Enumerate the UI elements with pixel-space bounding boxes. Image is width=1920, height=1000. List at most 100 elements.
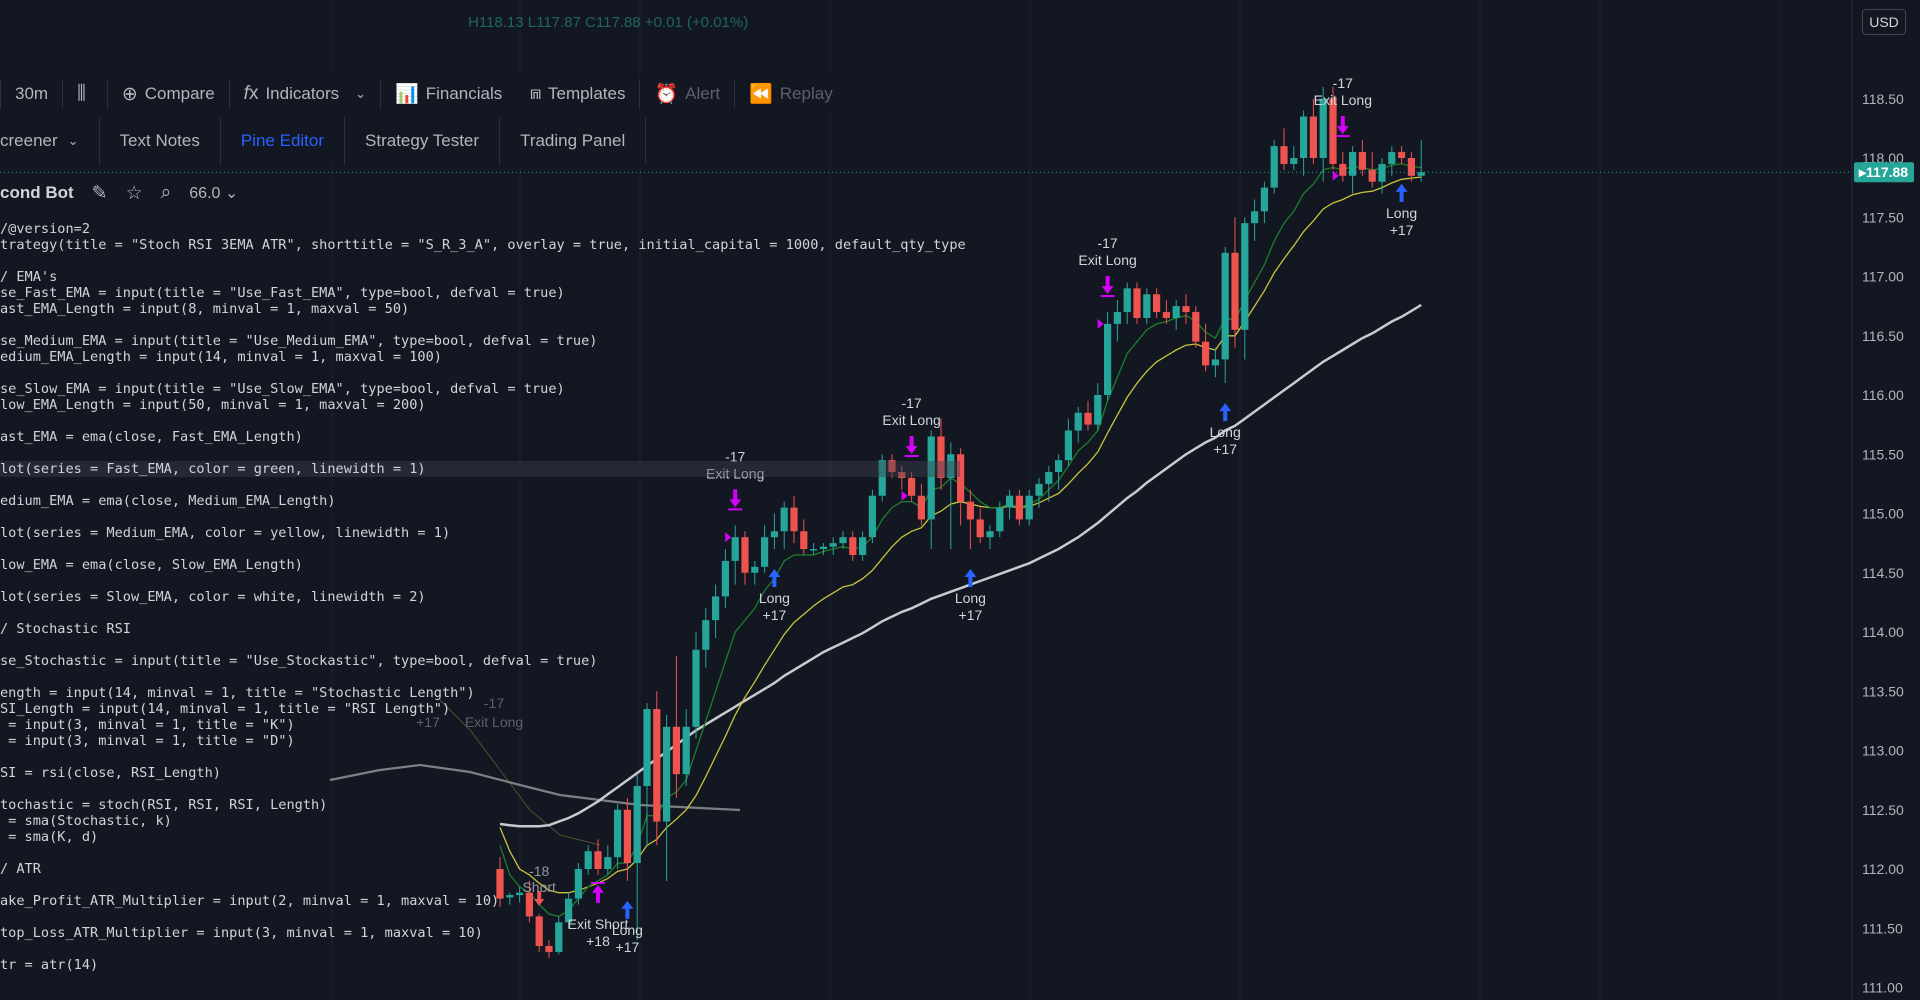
candle-body	[927, 436, 935, 520]
interval-button[interactable]: 30m	[1, 72, 62, 116]
marker-label: +18	[586, 933, 610, 949]
code-line[interactable]: lot(series = Slow_EMA, color = white, li…	[0, 589, 426, 605]
candle-body	[545, 946, 553, 952]
candle-body	[800, 531, 808, 550]
search-icon[interactable]: ⌕	[160, 182, 172, 203]
financials-button[interactable]: 📊 Financials	[381, 72, 516, 116]
code-line[interactable]: edium_EMA_Length = input(14, minval = 1,…	[0, 349, 442, 365]
code-line[interactable]: = sma(Stochastic, k)	[0, 813, 172, 829]
code-line[interactable]	[0, 781, 966, 797]
indicators-button[interactable]: fx Indicators ⌄	[230, 72, 380, 116]
code-line[interactable]	[0, 509, 966, 525]
code-line[interactable]: se_Stochastic = input(title = "Use_Stock…	[0, 653, 598, 669]
code-line[interactable]: lot(series = Medium_EMA, color = yellow,…	[0, 525, 451, 541]
compare-button[interactable]: ⊕ Compare	[108, 72, 229, 116]
code-line[interactable]: = input(3, minval = 1, title = "D")	[0, 733, 295, 749]
price-tick-label: 114.00	[1862, 624, 1904, 640]
code-line[interactable]: low_EMA = ema(close, Slow_EMA_Length)	[0, 557, 303, 573]
toolbar-divider	[380, 79, 382, 109]
code-line[interactable]	[0, 605, 966, 621]
code-line[interactable]: / EMA's	[0, 269, 58, 285]
tab-text-notes[interactable]: Text Notes	[100, 117, 221, 165]
code-line[interactable]	[0, 909, 966, 925]
currency-button[interactable]: USD	[1862, 9, 1906, 35]
code-line[interactable]: trategy(title = "Stoch RSI 3EMA ATR", sh…	[0, 237, 966, 253]
code-line[interactable]	[0, 413, 966, 429]
code-line[interactable]	[0, 877, 966, 893]
alert-button[interactable]: ⏰ Alert	[640, 72, 734, 116]
replay-button[interactable]: ⏪ Replay	[735, 72, 847, 116]
candle-body	[898, 472, 906, 478]
code-line[interactable]: SI = rsi(close, RSI_Length)	[0, 765, 221, 781]
plus-circle-icon: ⊕	[121, 83, 138, 105]
pencil-icon[interactable]: ✎	[91, 182, 108, 204]
code-line[interactable]	[0, 573, 966, 589]
candle-body	[1378, 163, 1386, 182]
candle-body	[1025, 495, 1033, 520]
code-line[interactable]: se_Fast_EMA = input(title = "Use_Fast_EM…	[0, 285, 565, 301]
code-line[interactable]	[0, 317, 966, 333]
candle-body	[790, 507, 798, 532]
code-line[interactable]: / Stochastic RSI	[0, 621, 131, 637]
tab-pine-editor[interactable]: Pine Editor	[221, 117, 346, 165]
candle-body	[584, 851, 592, 869]
code-line[interactable]: /@version=2	[0, 221, 91, 237]
candle-body	[1113, 312, 1121, 324]
candle-body	[1153, 294, 1161, 313]
candle-body	[1172, 306, 1180, 318]
code-line[interactable]	[0, 477, 966, 493]
price-tick-label: 117.00	[1862, 269, 1904, 285]
code-line[interactable]	[0, 845, 966, 861]
code-line[interactable]	[0, 637, 966, 653]
code-line[interactable]: ake_Profit_ATR_Multiplier = input(2, min…	[0, 893, 500, 909]
tab-screener[interactable]: creener ⌄	[0, 117, 100, 165]
code-line[interactable]	[0, 541, 966, 557]
code-line[interactable]: se_Slow_EMA = input(title = "Use_Slow_EM…	[0, 381, 565, 397]
exit-long-arrow-icon	[729, 489, 742, 508]
candle-body	[594, 851, 602, 869]
code-line[interactable]: tochastic = stoch(RSI, RSI, RSI, Length)	[0, 797, 328, 813]
code-line[interactable]	[0, 253, 966, 269]
code-line[interactable]	[0, 445, 966, 461]
code-line[interactable]	[0, 941, 966, 957]
candle-body	[849, 537, 857, 555]
code-line[interactable]	[0, 749, 966, 765]
tab-label: Pine Editor	[240, 131, 325, 150]
code-line[interactable]: = sma(K, d)	[0, 829, 99, 845]
candle-body	[917, 495, 925, 520]
candle-body	[1398, 152, 1406, 158]
code-line[interactable]: ength = input(14, minval = 1, title = "S…	[0, 685, 475, 701]
code-line[interactable]: top_Loss_ATR_Multiplier = input(3, minva…	[0, 925, 483, 941]
code-line[interactable]: tr = atr(14)	[0, 957, 99, 973]
code-line[interactable]: ast_EMA = ema(close, Fast_EMA_Length)	[0, 429, 303, 445]
candle-body	[1182, 306, 1190, 313]
code-line[interactable]: se_Medium_EMA = input(title = "Use_Mediu…	[0, 333, 598, 349]
templates-button[interactable]: ⩎ Templates	[516, 72, 639, 116]
tab-strategy-tester[interactable]: Strategy Tester	[345, 117, 501, 165]
code-line[interactable]	[0, 669, 966, 685]
code-line[interactable]: low_EMA_Length = input(50, minval = 1, m…	[0, 397, 426, 413]
candle-body	[633, 786, 641, 864]
code-editor[interactable]: /@version=2 trategy(title = "Stoch RSI 3E…	[0, 221, 966, 973]
code-line[interactable]: SI_Length = input(14, minval = 1, title …	[0, 701, 451, 717]
entry-tick-icon	[901, 490, 908, 501]
price-tick-label: 111.50	[1862, 920, 1903, 936]
marker-label: +17	[763, 607, 787, 623]
star-icon[interactable]: ☆	[125, 182, 143, 204]
font-zoom-select[interactable]: 66.0 ⌄	[189, 185, 239, 202]
code-line[interactable]: / ATR	[0, 861, 41, 877]
tab-trading-panel[interactable]: Trading Panel	[500, 117, 647, 165]
candle-body	[1084, 412, 1092, 425]
toolbar-divider	[62, 79, 64, 109]
code-line[interactable]: ast_EMA_Length = input(8, minval = 1, ma…	[0, 301, 410, 317]
chart-type-button[interactable]: ⫼	[63, 72, 107, 116]
code-line[interactable]: lot(series = Fast_EMA, color = green, li…	[0, 461, 960, 477]
code-line[interactable]: edium_EMA = ema(close, Medium_EMA_Length…	[0, 493, 336, 509]
code-line[interactable]: = input(3, minval = 1, title = "K")	[0, 717, 295, 733]
marker-label: Long	[612, 922, 643, 938]
short-arrow-icon	[534, 891, 545, 907]
marker-label: +17	[959, 607, 983, 623]
code-line[interactable]	[0, 365, 966, 381]
candle-body	[614, 809, 622, 858]
